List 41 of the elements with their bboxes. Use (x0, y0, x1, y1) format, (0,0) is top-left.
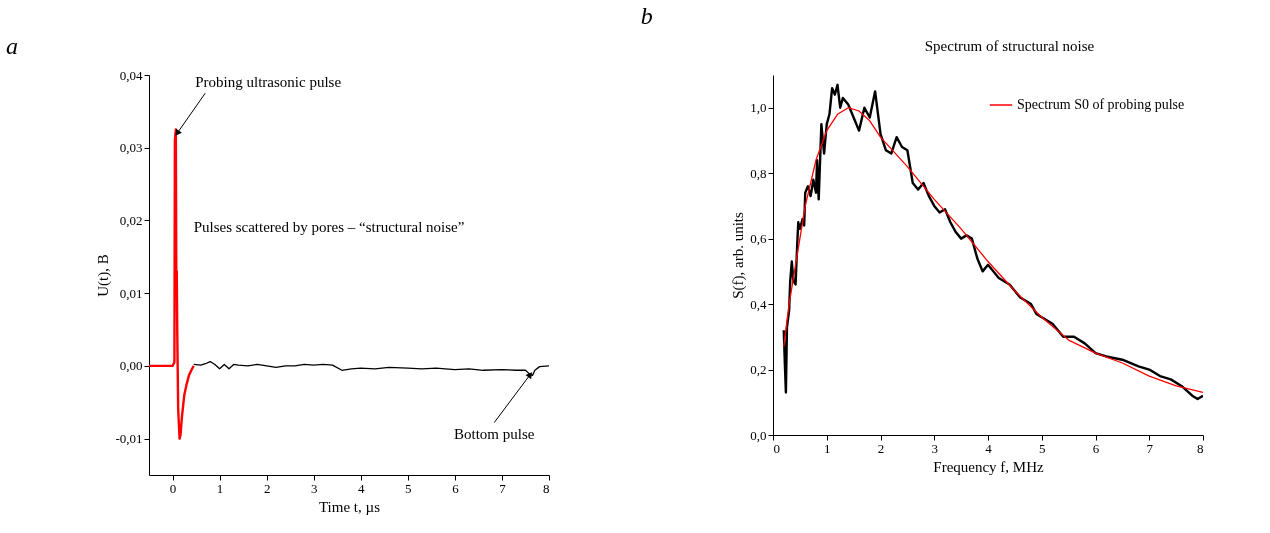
x-tick-label: 5 (1039, 440, 1046, 456)
y-axis-title: S(f), arb. units (730, 212, 748, 299)
y-tick-label: 0,01 (119, 285, 143, 301)
x-tick-label: 1 (824, 440, 831, 456)
x-tick-label: 3 (931, 440, 938, 456)
y-tick-label: 0,2 (750, 362, 767, 378)
x-tick-label: 0 (773, 440, 780, 456)
text: Spectrum of structural noise (924, 38, 1095, 55)
y-tick-label: 0,00 (119, 358, 143, 374)
x-axis-title: Time t, µs (318, 498, 381, 515)
y-tick-label: 0,8 (750, 165, 767, 181)
x-tick-label: 0 (169, 480, 177, 496)
y-tick-label: 0,6 (750, 231, 767, 247)
x-tick-label: 3 (310, 480, 318, 496)
x-tick-label: 2 (263, 480, 271, 496)
x-tick-label: 4 (358, 480, 366, 496)
chart-title: a (5, 33, 18, 59)
legend-label: Spectrum S0 of probing pulse (1017, 97, 1185, 112)
x-axis-title: Frequency f, MHz (933, 458, 1045, 475)
chart-title: b (640, 3, 653, 30)
y-tick-label: 0,03 (119, 140, 143, 156)
y-tick-label: 1,0 (750, 100, 767, 116)
y-tick-label: 0,0 (750, 427, 767, 443)
x-tick-label: 8 (1197, 440, 1204, 456)
x-tick-label: 7 (1146, 440, 1154, 456)
x-tick-label: 1 (216, 480, 224, 496)
x-tick-label: 6 (452, 480, 460, 496)
y-axis-title: U(t), B (95, 254, 113, 297)
x-tick-label: 6 (1092, 440, 1100, 456)
y-tick-label: 0,04 (119, 67, 143, 83)
x-tick-label: 2 (877, 440, 885, 456)
x-tick-label: 8 (543, 480, 550, 496)
annotation: Pulses scattered by pores – “structural noise” (193, 219, 465, 235)
annotation: Bottom pulse (453, 425, 535, 442)
x-tick-label: 5 (405, 480, 412, 496)
x-tick-label: 7 (499, 480, 507, 496)
y-tick-label: 0,02 (119, 212, 143, 228)
annotation: Probing ultrasonic pulse (195, 74, 342, 91)
y-tick-label: -0,01 (115, 431, 143, 447)
x-tick-label: 4 (985, 440, 993, 456)
y-tick-label: 0,4 (750, 296, 767, 312)
